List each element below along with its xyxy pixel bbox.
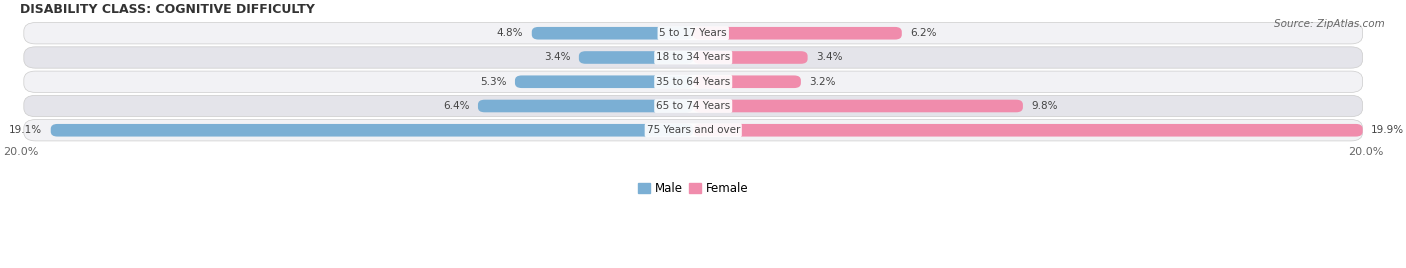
FancyBboxPatch shape [693, 51, 807, 64]
Text: 3.4%: 3.4% [544, 53, 571, 62]
Text: 75 Years and over: 75 Years and over [647, 125, 740, 135]
FancyBboxPatch shape [693, 100, 1024, 112]
FancyBboxPatch shape [579, 51, 693, 64]
Text: 5 to 17 Years: 5 to 17 Years [659, 28, 727, 38]
Text: DISABILITY CLASS: COGNITIVE DIFFICULTY: DISABILITY CLASS: COGNITIVE DIFFICULTY [21, 3, 315, 16]
Text: 3.4%: 3.4% [815, 53, 842, 62]
FancyBboxPatch shape [51, 124, 693, 137]
Text: 9.8%: 9.8% [1032, 101, 1057, 111]
FancyBboxPatch shape [531, 27, 693, 40]
Legend: Male, Female: Male, Female [634, 177, 752, 200]
Text: 4.8%: 4.8% [496, 28, 523, 38]
Text: 35 to 64 Years: 35 to 64 Years [657, 77, 730, 87]
FancyBboxPatch shape [24, 71, 1362, 92]
Text: 19.9%: 19.9% [1371, 125, 1405, 135]
FancyBboxPatch shape [515, 75, 693, 88]
Text: 18 to 34 Years: 18 to 34 Years [657, 53, 730, 62]
FancyBboxPatch shape [478, 100, 693, 112]
FancyBboxPatch shape [24, 120, 1362, 141]
FancyBboxPatch shape [693, 75, 801, 88]
Text: Source: ZipAtlas.com: Source: ZipAtlas.com [1274, 19, 1385, 29]
FancyBboxPatch shape [24, 47, 1362, 68]
FancyBboxPatch shape [693, 27, 901, 40]
Text: 5.3%: 5.3% [479, 77, 506, 87]
FancyBboxPatch shape [24, 95, 1362, 117]
Text: 19.1%: 19.1% [10, 125, 42, 135]
FancyBboxPatch shape [24, 23, 1362, 44]
Text: 6.2%: 6.2% [910, 28, 936, 38]
Text: 65 to 74 Years: 65 to 74 Years [657, 101, 730, 111]
Text: 3.2%: 3.2% [810, 77, 835, 87]
FancyBboxPatch shape [693, 124, 1362, 137]
Text: 6.4%: 6.4% [443, 101, 470, 111]
